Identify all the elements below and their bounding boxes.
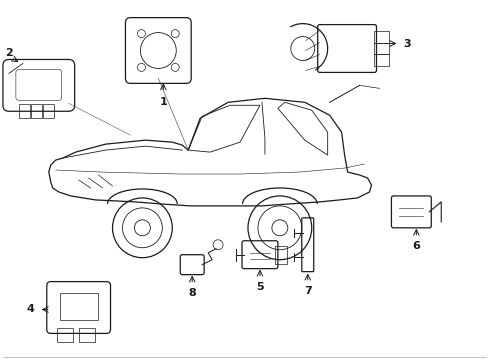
Text: 5: 5 — [256, 282, 263, 292]
Text: 3: 3 — [403, 39, 410, 49]
Text: 4: 4 — [27, 305, 35, 315]
Text: 6: 6 — [411, 241, 419, 251]
Text: 2: 2 — [5, 49, 13, 58]
Text: 8: 8 — [188, 288, 196, 298]
Text: 7: 7 — [303, 285, 311, 296]
Text: 1: 1 — [159, 97, 167, 107]
